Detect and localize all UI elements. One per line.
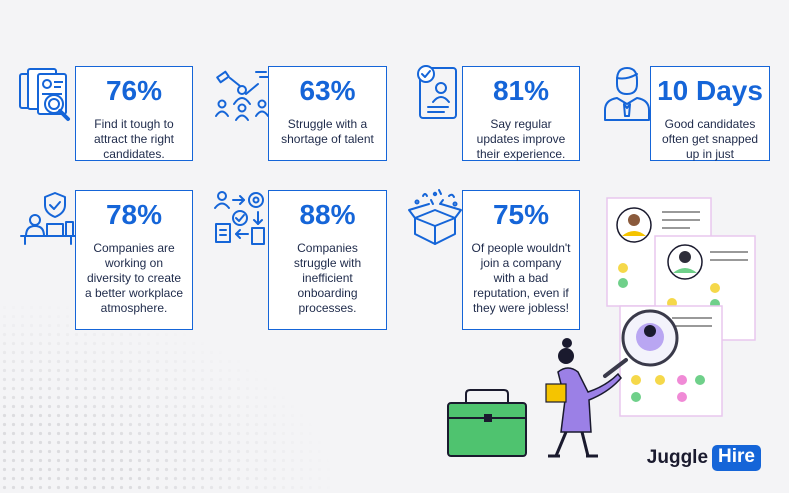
shield-desk-worker-icon xyxy=(20,192,76,245)
open-box-confetti-icon xyxy=(408,189,462,245)
profile-document-icon xyxy=(417,65,457,119)
woman-figure xyxy=(545,338,622,458)
stat-card: 10 Days Good candidates often get snappe… xyxy=(650,66,770,161)
magnifying-glass xyxy=(603,309,679,378)
stat-card: 75% Of people wouldn't join a company wi… xyxy=(462,190,580,330)
stat-card: 78% Companies are working on diversity t… xyxy=(75,190,193,330)
stat-card: 76% Find it tough to attract the right c… xyxy=(75,66,193,161)
stat-description: Struggle with a shortage of talent xyxy=(281,117,374,146)
stat-value: 76% xyxy=(105,75,163,106)
briefcase xyxy=(447,389,527,457)
stat-value: 63% xyxy=(299,75,356,106)
stat-value: 78% xyxy=(105,199,163,230)
logo-text-juggle: Juggle xyxy=(646,447,709,468)
dot-pattern-decoration xyxy=(0,303,330,493)
stat-description: Find it tough to attract the right candi… xyxy=(93,117,175,161)
recruiter-pointing-icon xyxy=(215,70,269,121)
stat-card: 81% Say regular updates improve their ex… xyxy=(462,66,580,161)
stat-description: Companies struggle with inefficient onbo… xyxy=(293,241,362,315)
stat-description: Say regular updates improve their experi… xyxy=(476,117,566,161)
stat-value: 10 Days xyxy=(657,75,763,106)
stat-card: 63% Struggle with a shortage of talent xyxy=(268,66,387,161)
onboarding-process-icon xyxy=(214,191,265,245)
stat-description: Companies are working on diversity to cr… xyxy=(84,241,184,315)
stat-value: 75% xyxy=(492,199,550,230)
stat-value: 88% xyxy=(299,199,356,230)
resume-magnifier-icon xyxy=(19,68,70,121)
stat-description: Good candidates often get snapped up in … xyxy=(661,117,759,161)
recruiter-illustration xyxy=(447,197,756,458)
stat-value: 81% xyxy=(492,75,550,106)
stat-card: 88% Companies struggle with inefficient … xyxy=(268,190,387,330)
juggle-hire-logo: Juggle Hire xyxy=(647,445,761,471)
stat-description: Of people wouldn't join a company with a… xyxy=(471,241,571,315)
businessman-icon xyxy=(604,67,650,121)
logo-text-hire: Hire xyxy=(712,445,761,471)
